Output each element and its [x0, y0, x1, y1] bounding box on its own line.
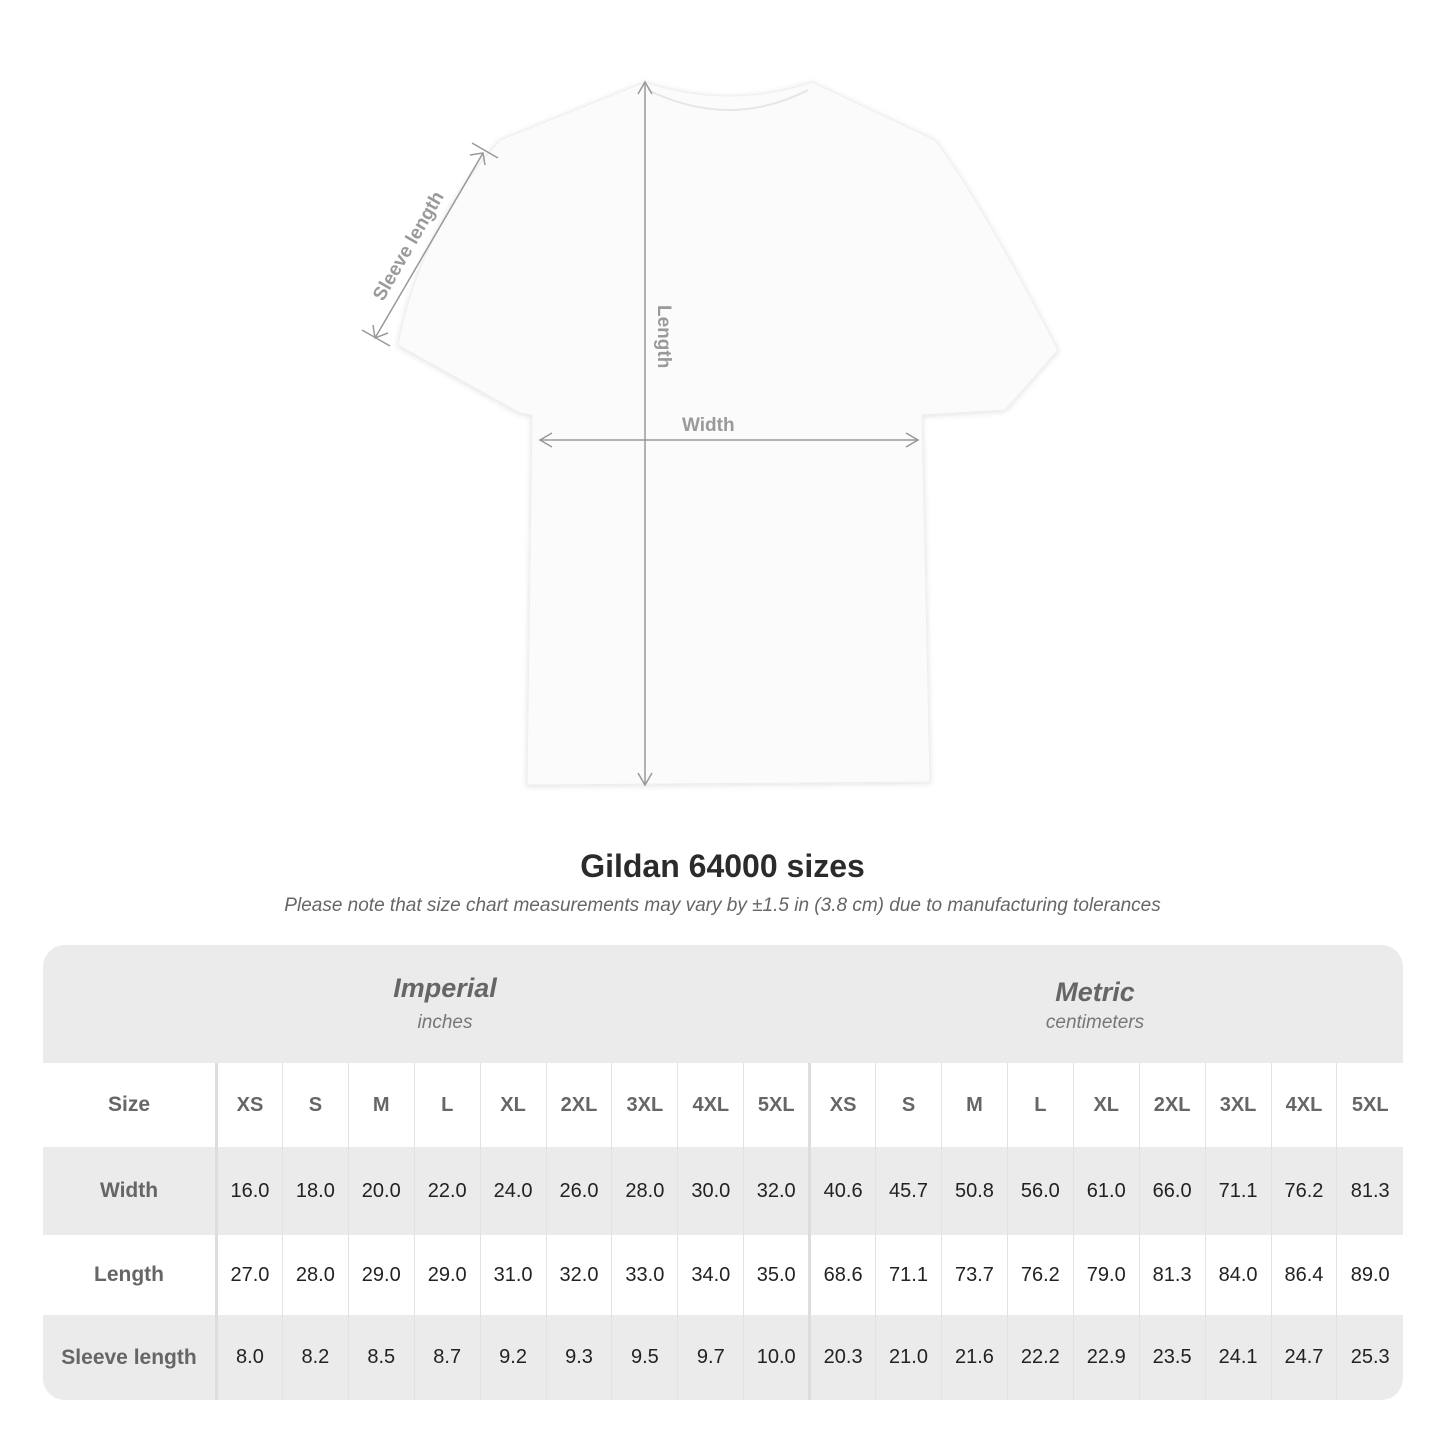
table-cell: 9.7	[677, 1315, 744, 1400]
table-cell: 66.0	[1138, 1147, 1206, 1235]
table-cell: 22.2	[1006, 1315, 1074, 1400]
table-cell: 35.0	[743, 1235, 810, 1315]
table-cell: 9.5	[611, 1315, 678, 1400]
tshirt-diagram: Sleeve length Length Width	[361, 80, 1059, 787]
table-cell: 81.3	[1138, 1235, 1206, 1315]
table-cell: 76.2	[1270, 1147, 1337, 1235]
table-cell: 9.2	[479, 1315, 547, 1400]
table-cell: 8.2	[281, 1315, 349, 1400]
page-title: Gildan 64000 sizes	[580, 848, 865, 884]
table-cell: 24.1	[1204, 1315, 1271, 1400]
table-cell: 89.0	[1336, 1235, 1403, 1315]
table-cell: 81.3	[1336, 1147, 1403, 1235]
table-cell: 27.0	[216, 1235, 283, 1315]
length-label: Length	[653, 305, 674, 368]
table-cell: 45.7	[875, 1147, 942, 1235]
table-cell: 32.0	[743, 1147, 810, 1235]
table-row: Sleeve length 8.0 8.2 8.5 8.7 9.2 9.3 9.5 9.7 10.…	[43, 1315, 1403, 1400]
metric-title: Metric	[1055, 977, 1135, 1007]
table-cell: S	[875, 1063, 942, 1147]
table-cell: XL	[1072, 1063, 1140, 1147]
table-cell: 28.0	[281, 1235, 349, 1315]
table-cell: 3XL	[611, 1063, 678, 1147]
measure-lines	[361, 80, 920, 787]
table-cell: 26.0	[545, 1147, 612, 1235]
metric-unit: centimeters	[1045, 1012, 1145, 1033]
table-cell: 16.0	[216, 1147, 283, 1235]
table-cell: 9.3	[545, 1315, 612, 1400]
table-cell: 20.3	[808, 1315, 876, 1400]
table-cell: S	[281, 1063, 349, 1147]
table-cell: 25.3	[1336, 1315, 1403, 1400]
row-label: Width	[43, 1147, 218, 1235]
table-cell: L	[413, 1063, 481, 1147]
table-cell: 73.7	[940, 1235, 1008, 1315]
table-cell: 76.2	[1006, 1235, 1074, 1315]
table-cell: XS	[808, 1063, 876, 1147]
measurements-table: Size XS S M L XL 2XL 3XL 4XL 5XL XS S M L XL 2XL 3XL 4XL 5…	[43, 1063, 1403, 1400]
table-cell: 18.0	[281, 1147, 349, 1235]
size-header-row: Size XS S M L XL 2XL 3XL 4XL 5XL XS S M L XL 2XL 3XL 4XL 5…	[43, 1063, 1403, 1147]
table-cell: 8.5	[347, 1315, 415, 1400]
table-cell: 8.0	[216, 1315, 283, 1400]
metric-header: Metric centimeters	[810, 945, 1380, 1063]
table-cell: 61.0	[1072, 1147, 1140, 1235]
table-cell: 71.1	[875, 1235, 942, 1315]
size-table: Imperial inches Metric centimeters Size X…	[43, 945, 1403, 1400]
table-cell: 31.0	[479, 1235, 547, 1315]
table-cell: 23.5	[1138, 1315, 1206, 1400]
table-cell: 5XL	[743, 1063, 810, 1147]
table-cell: 10.0	[743, 1315, 810, 1400]
table-cell: 34.0	[677, 1235, 744, 1315]
table-cell: 2XL	[1138, 1063, 1206, 1147]
table-cell: 56.0	[1006, 1147, 1074, 1235]
table-cell: 22.0	[413, 1147, 481, 1235]
table-row: Width 16.0 18.0 20.0 22.0 24.0 26.0 28.0 30.0 32.…	[43, 1147, 1403, 1235]
table-cell: 21.0	[875, 1315, 942, 1400]
table-cell: 79.0	[1072, 1235, 1140, 1315]
table-cell: 3XL	[1204, 1063, 1271, 1147]
width-label: Width	[682, 415, 735, 436]
imperial-title: Imperial	[393, 973, 497, 1003]
table-cell: 24.7	[1270, 1315, 1337, 1400]
table-cell: 2XL	[545, 1063, 612, 1147]
table-cell: 30.0	[677, 1147, 744, 1235]
tolerance-note: Please note that size chart measurements…	[284, 895, 1161, 916]
table-cell: XS	[216, 1063, 283, 1147]
table-cell: 21.6	[940, 1315, 1008, 1400]
table-cell: M	[347, 1063, 415, 1147]
table-cell: 28.0	[611, 1147, 678, 1235]
table-cell: 71.1	[1204, 1147, 1271, 1235]
row-label: Sleeve length	[43, 1315, 218, 1400]
row-label: Length	[43, 1235, 218, 1315]
imperial-unit: inches	[417, 1012, 473, 1033]
table-cell: 86.4	[1270, 1235, 1337, 1315]
imperial-header: Imperial inches	[215, 945, 675, 1063]
table-cell: 4XL	[677, 1063, 744, 1147]
table-cell: XL	[479, 1063, 547, 1147]
table-cell: L	[1006, 1063, 1074, 1147]
table-cell: 8.7	[413, 1315, 481, 1400]
table-cell: 29.0	[347, 1235, 415, 1315]
table-cell: 4XL	[1270, 1063, 1337, 1147]
table-cell: 50.8	[940, 1147, 1008, 1235]
row-label: Size	[43, 1063, 218, 1147]
table-cell: M	[940, 1063, 1008, 1147]
table-cell: 29.0	[413, 1235, 481, 1315]
table-cell: 5XL	[1336, 1063, 1403, 1147]
table-cell: 33.0	[611, 1235, 678, 1315]
table-row: Length 27.0 28.0 29.0 29.0 31.0 32.0 33.0 34.0 35…	[43, 1235, 1403, 1315]
table-cell: 22.9	[1072, 1315, 1140, 1400]
table-cell: 84.0	[1204, 1235, 1271, 1315]
table-cell: 40.6	[808, 1147, 876, 1235]
table-cell: 20.0	[347, 1147, 415, 1235]
table-cell: 32.0	[545, 1235, 612, 1315]
table-cell: 68.6	[808, 1235, 876, 1315]
table-cell: 24.0	[479, 1147, 547, 1235]
